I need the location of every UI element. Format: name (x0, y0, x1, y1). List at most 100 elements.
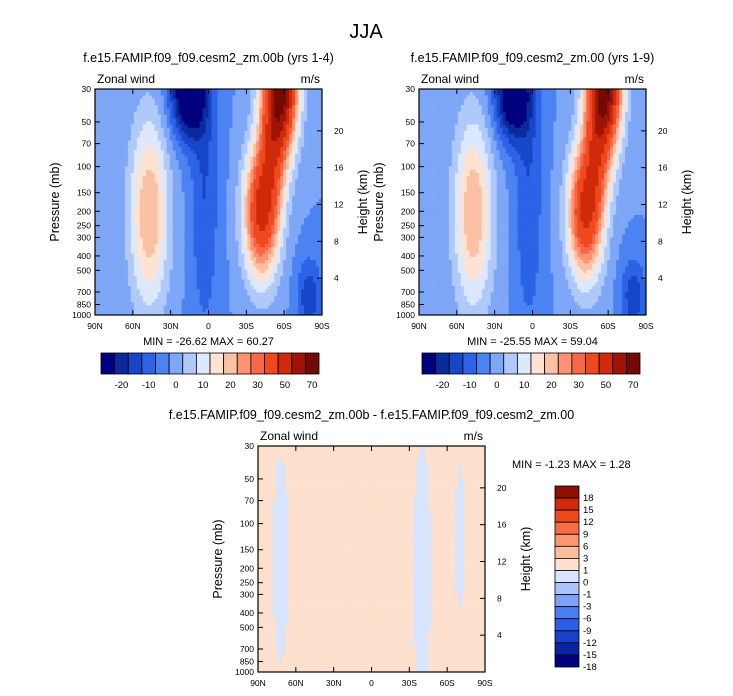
field-cell (238, 202, 242, 206)
field-cell (316, 153, 320, 158)
field-cell (145, 121, 150, 126)
field-cell (259, 182, 263, 187)
field-cell (295, 95, 299, 100)
field-cell (211, 185, 216, 190)
field-cell (274, 169, 278, 174)
field-cell (103, 189, 108, 193)
field-cell (274, 95, 278, 100)
field-cell (97, 250, 102, 255)
field-cell (289, 137, 293, 142)
field-cell (184, 118, 189, 122)
field-cell (298, 205, 302, 210)
field-cell (97, 192, 102, 197)
field-cell (130, 285, 135, 290)
field-cell (202, 156, 207, 161)
field-cell (100, 273, 105, 277)
field-cell (286, 292, 290, 297)
field-cell (121, 172, 126, 177)
field-cell (238, 240, 242, 245)
field-cell (115, 243, 120, 248)
field-cell (238, 111, 242, 116)
field-cell (301, 195, 305, 200)
field-cell (148, 234, 153, 239)
field-cell (136, 279, 141, 284)
field-cell (301, 202, 305, 206)
field-cell (307, 143, 311, 148)
field-cell (298, 101, 302, 106)
field-cell (247, 273, 251, 277)
field-cell (115, 179, 120, 184)
field-cell (241, 269, 245, 274)
field-cell (142, 298, 147, 303)
field-cell (301, 292, 305, 297)
field-cell (304, 295, 308, 300)
field-cell (265, 192, 269, 197)
field-cell (118, 105, 123, 109)
field-cell (301, 137, 305, 142)
field-cell (133, 276, 138, 281)
field-cell (118, 218, 123, 222)
field-cell (205, 231, 210, 235)
field-cell (247, 108, 251, 113)
field-cell (205, 105, 210, 109)
field-cell (304, 95, 308, 100)
field-cell (103, 172, 108, 177)
field-cell (130, 292, 135, 297)
field-cell (229, 218, 233, 222)
field-cell (220, 224, 225, 229)
field-cell (115, 198, 120, 203)
field-cell (157, 185, 162, 190)
field-cell (157, 163, 162, 168)
field-cell (319, 202, 322, 206)
field-cell (310, 101, 314, 106)
field-cell (319, 118, 322, 122)
field-cell (229, 250, 233, 255)
field-cell (97, 276, 102, 281)
field-cell (109, 95, 114, 100)
field-cell (115, 269, 120, 274)
field-cell (154, 114, 159, 119)
field-cell (106, 143, 111, 148)
field-cell (319, 89, 322, 93)
field-cell (301, 208, 305, 213)
field-cell (172, 163, 177, 168)
field-cell (130, 134, 135, 139)
field-cell (301, 147, 305, 151)
field-cell (298, 147, 302, 151)
field-cell (313, 124, 317, 129)
field-cell (286, 156, 290, 161)
field-cell (235, 137, 239, 142)
field-cell (232, 127, 236, 132)
field-cell (133, 105, 138, 109)
field-cell (274, 295, 278, 300)
field-cell (232, 105, 236, 109)
field-cell (133, 160, 138, 164)
field-cell (136, 221, 141, 226)
field-cell (289, 292, 293, 297)
field-cell (97, 111, 102, 116)
field-cell (310, 273, 314, 277)
field-cell (229, 279, 233, 284)
field-cell (289, 295, 293, 300)
field-cell (130, 276, 135, 281)
field-cell (292, 240, 296, 245)
field-cell (175, 221, 180, 226)
field-cell (307, 182, 311, 187)
field-cell (244, 260, 248, 264)
field-cell (235, 205, 239, 210)
field-cell (169, 282, 174, 287)
field-cell (103, 298, 108, 303)
field-cell (127, 214, 132, 219)
field-cell (289, 124, 293, 129)
field-cell (124, 169, 129, 174)
field-cell (262, 114, 266, 119)
field-cell (298, 114, 302, 119)
field-cell (190, 118, 195, 122)
field-cell (178, 260, 183, 264)
field-cell (163, 114, 168, 119)
field-cell (97, 182, 102, 187)
field-cell (268, 285, 272, 290)
field-cell (283, 118, 287, 122)
field-cell (208, 198, 213, 203)
field-cell (241, 156, 245, 161)
